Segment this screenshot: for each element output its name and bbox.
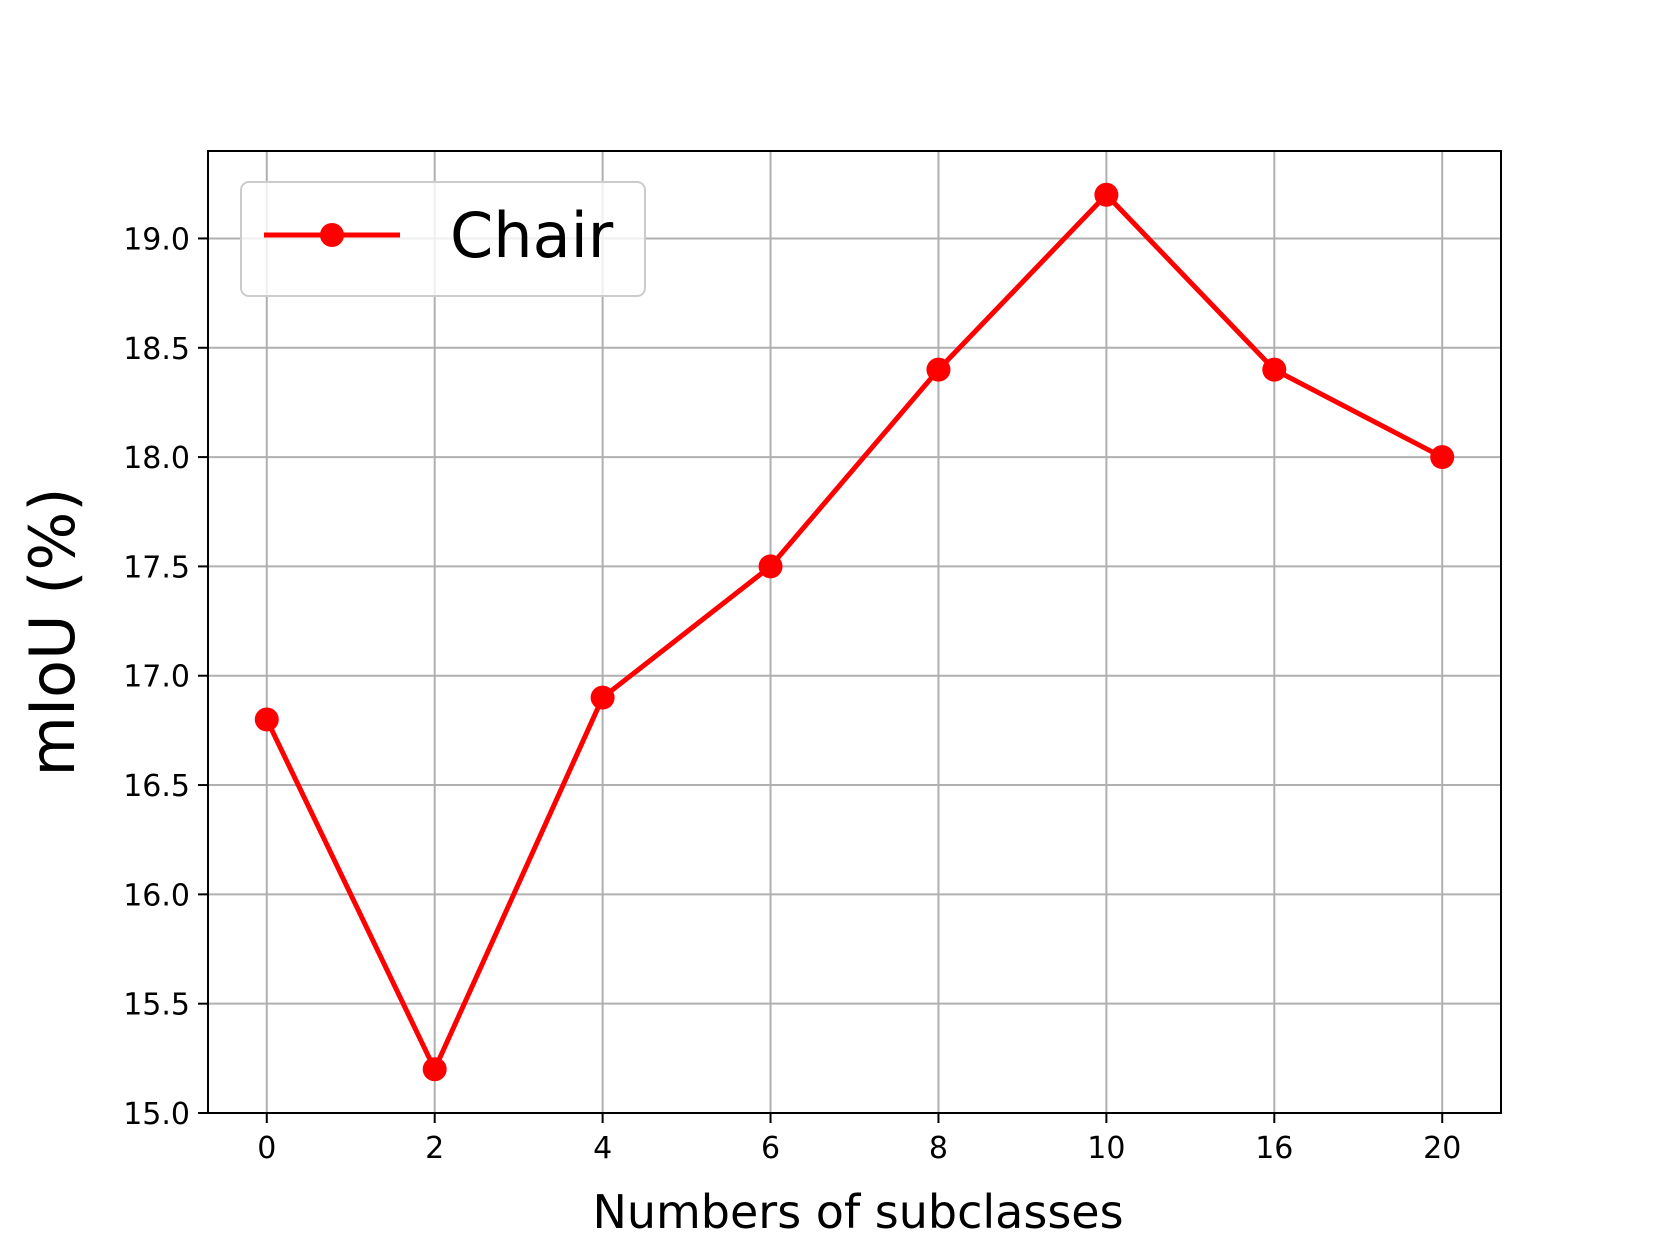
x-tick-label: 16: [1255, 1131, 1293, 1166]
series-line: [264, 192, 1444, 1072]
data-point: [1262, 357, 1287, 382]
y-axis-ticks: 15.0 15.5 16.0 16.5 17.0 17.5 18.0 18.5 19.0: [123, 222, 208, 1132]
plot-frame: [207, 150, 1502, 1114]
y-tick-label: 17.0: [123, 660, 190, 695]
x-axis-label: Numbers of subclasses: [592, 1185, 1123, 1239]
legend-marker-swatch: [320, 223, 344, 247]
y-tick-label: 15.5: [123, 988, 190, 1023]
data-point: [926, 357, 951, 382]
x-tick-label: 8: [929, 1131, 948, 1166]
legend-box: [240, 181, 646, 297]
data-point: [758, 554, 783, 579]
x-tick-label: 20: [1423, 1131, 1461, 1166]
series-layer: [254, 182, 1455, 1082]
data-point: [422, 1057, 447, 1082]
y-tick-label: 18.0: [123, 441, 190, 476]
x-axis-ticks: 0 2 4 6 8 10 16 20: [257, 1113, 1461, 1166]
y-tick-label: 16.0: [123, 878, 190, 913]
y-tick-label: 18.5: [123, 332, 190, 367]
y-tick-label: 15.0: [123, 1097, 190, 1132]
x-tick-label: 4: [593, 1131, 612, 1166]
y-tick-label: 19.0: [123, 222, 190, 257]
x-tick-label: 10: [1087, 1131, 1125, 1166]
data-point: [1094, 182, 1119, 207]
y-tick-label: 17.5: [123, 550, 190, 585]
y-tick-label: 16.5: [123, 769, 190, 804]
y-axis-label: mIoU (%): [16, 488, 89, 777]
x-tick-label: 0: [257, 1131, 276, 1166]
legend: Chair: [240, 181, 646, 297]
grid-lines: [208, 151, 1501, 1114]
x-tick-label: 2: [425, 1131, 444, 1166]
x-tick-label: 6: [761, 1131, 780, 1166]
data-point: [254, 707, 279, 732]
data-point: [590, 685, 615, 710]
legend-label: Chair: [450, 199, 614, 272]
data-point: [1430, 445, 1455, 470]
